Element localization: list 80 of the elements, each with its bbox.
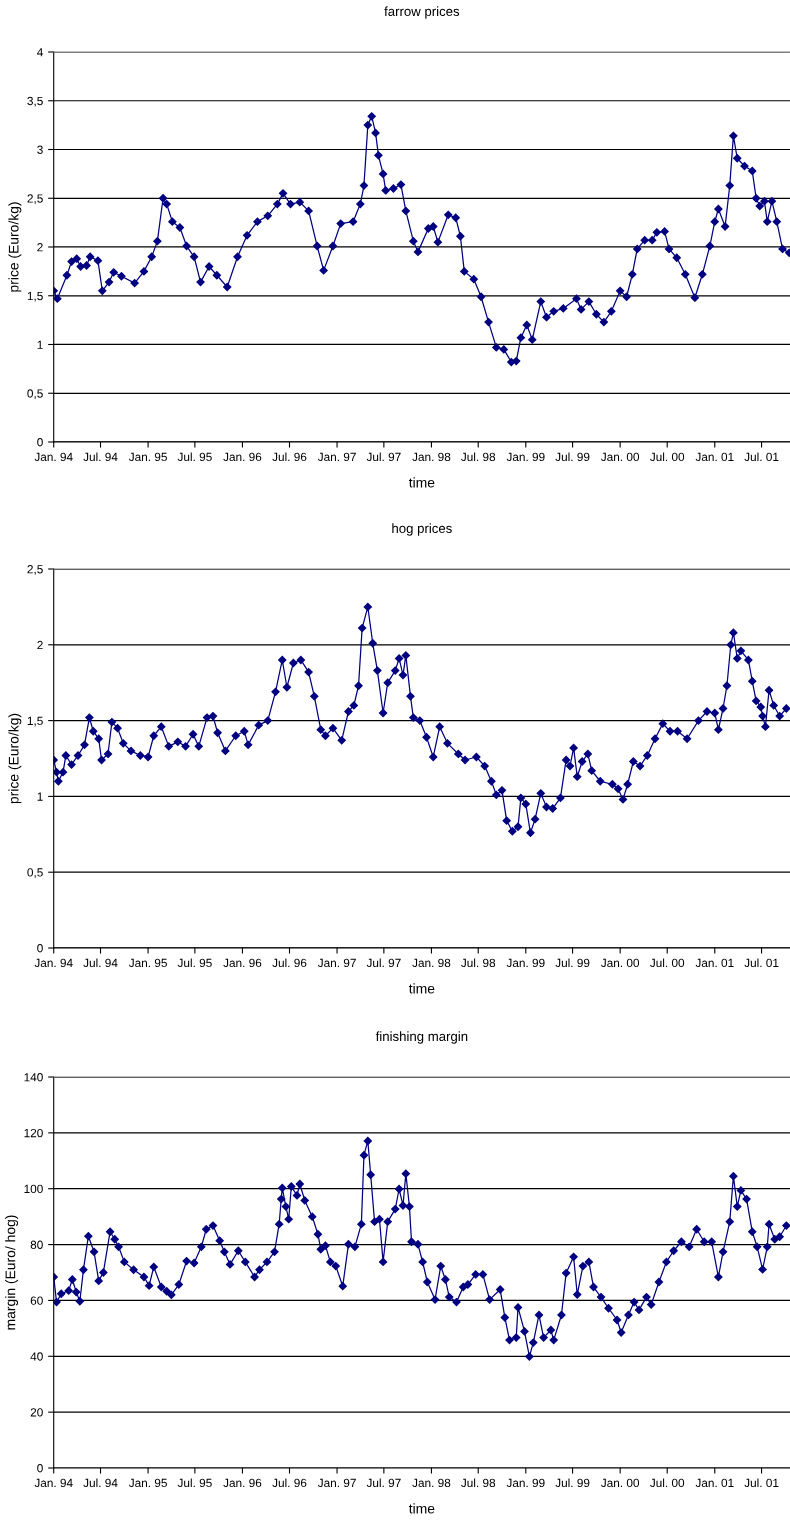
x-tick-label: Jan. 94 (34, 958, 73, 968)
y-tick-label: 140 (24, 1073, 43, 1082)
x-tick-label: Jul. 94 (83, 1478, 118, 1488)
y-axis-title: price (Euro/kg) (8, 713, 22, 804)
x-tick-label: Jan. 99 (506, 452, 545, 462)
x-axis-title: time (408, 1503, 435, 1514)
x-tick-label: Jul. 98 (461, 452, 496, 462)
y-tick-label: 80 (30, 1240, 43, 1249)
x-tick-label: Jul. 98 (461, 958, 496, 968)
x-tick-label: Jul. 00 (649, 1478, 685, 1488)
y-tick-label: 0,5 (27, 389, 43, 400)
x-axis-title: time (408, 477, 435, 488)
x-tick-label: Jan. 01 (695, 958, 734, 968)
x-tick-label: Jan. 01 (695, 452, 734, 462)
x-tick-label: Jan. 94 (34, 452, 73, 462)
y-tick-label: 60 (30, 1296, 43, 1305)
x-tick-label: Jul. 97 (366, 958, 401, 968)
x-tick-label: Jan. 99 (506, 958, 545, 968)
x-tick-label: Jan. 97 (317, 958, 356, 968)
x-tick-label: Jul. 99 (555, 1478, 590, 1488)
y-tick-label: 20 (30, 1408, 43, 1417)
y-tick-label: 40 (30, 1352, 43, 1361)
x-tick-label: Jul. 97 (366, 1478, 401, 1488)
y-tick-label: 1,5 (27, 291, 43, 302)
x-tick-label: Jan. 96 (223, 1478, 262, 1488)
y-tick-label: 0 (37, 1464, 43, 1473)
x-tick-label: Jan. 96 (223, 958, 262, 968)
x-tick-label: Jan. 01 (695, 1478, 734, 1488)
x-tick-label: Jul. 99 (555, 958, 590, 968)
x-tick-label: Jan. 97 (317, 1478, 356, 1488)
x-tick-label: Jan. 00 (600, 1478, 640, 1488)
x-tick-label: Jul. 99 (555, 452, 590, 462)
x-tick-label: Jan. 95 (128, 1478, 167, 1488)
y-tick-label: 0 (37, 438, 43, 447)
x-tick-label: Jan. 99 (506, 1478, 545, 1488)
y-tick-label: 0,5 (27, 868, 43, 878)
y-tick-label: 3,5 (27, 96, 43, 107)
x-tick-label: Jan. 00 (600, 958, 640, 968)
x-tick-label: Jul. 96 (272, 958, 307, 968)
x-tick-label: Jul. 98 (461, 1478, 496, 1488)
x-tick-label: Jul. 94 (83, 958, 118, 968)
x-tick-label: Jul. 97 (366, 452, 401, 462)
chart-title: finishing margin (375, 1031, 468, 1044)
x-tick-label: Jul. 00 (649, 958, 685, 968)
y-tick-label: 2 (37, 640, 43, 650)
x-tick-label: Jan. 94 (34, 1478, 73, 1488)
y-tick-label: 120 (24, 1128, 43, 1138)
x-tick-label: Jul. 96 (272, 1478, 307, 1488)
x-tick-label: Jul. 01 (744, 1478, 779, 1488)
y-tick-label: 3 (37, 145, 43, 154)
y-tick-label: 100 (24, 1184, 43, 1194)
chart-title: farrow prices (384, 6, 460, 19)
x-tick-label: Jul. 95 (177, 958, 212, 968)
x-tick-label: Jan. 96 (223, 452, 262, 462)
x-tick-label: Jul. 96 (272, 452, 307, 462)
x-tick-label: Jul. 00 (649, 452, 685, 462)
y-tick-label: 1,5 (27, 716, 43, 727)
y-tick-label: 1 (37, 792, 43, 801)
x-tick-label: Jan. 95 (128, 958, 167, 968)
x-tick-label: Jan. 00 (600, 452, 640, 462)
y-tick-label: 2,5 (27, 194, 43, 205)
x-axis-title: time (408, 983, 435, 994)
x-tick-label: Jan. 98 (412, 452, 451, 462)
chart-title: hog prices (392, 523, 452, 536)
x-tick-label: Jul. 95 (177, 1478, 212, 1488)
x-tick-label: Jul. 94 (83, 452, 118, 462)
y-tick-label: 2,5 (27, 565, 43, 575)
y-tick-label: 4 (37, 48, 43, 57)
x-tick-label: Jan. 98 (412, 1478, 451, 1488)
y-axis-title: price (Euro/kg) (8, 202, 22, 292)
x-tick-label: Jan. 98 (412, 958, 451, 968)
x-tick-label: Jul. 01 (744, 452, 779, 462)
x-tick-label: Jul. 95 (177, 452, 212, 462)
y-tick-label: 0 (37, 944, 43, 953)
y-axis-title: margin (Euro/ hog) (5, 1215, 19, 1330)
x-tick-label: Jan. 95 (128, 452, 167, 462)
y-tick-label: 1 (37, 340, 43, 349)
y-tick-label: 2 (37, 243, 43, 252)
x-tick-label: Jul. 01 (744, 958, 779, 968)
x-tick-label: Jan. 97 (317, 452, 356, 462)
